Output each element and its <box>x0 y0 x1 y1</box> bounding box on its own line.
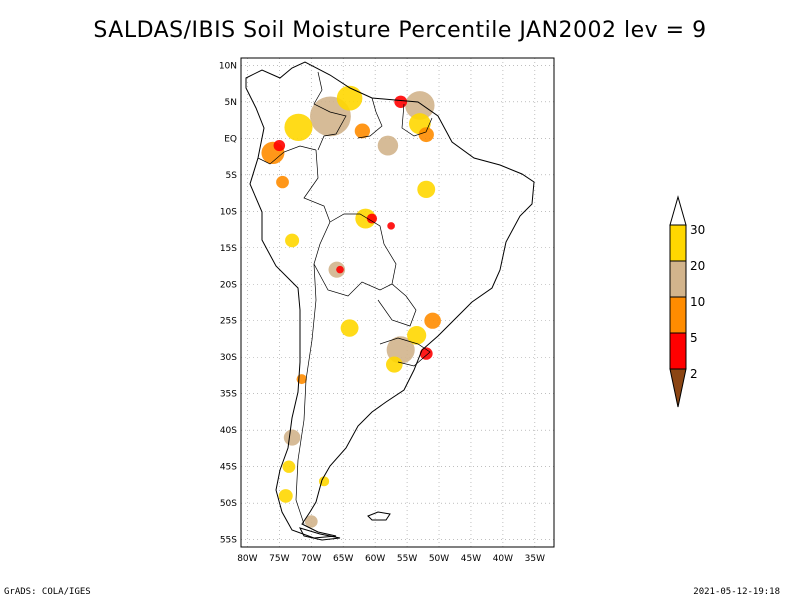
colorbar-segment-2-5 <box>669 332 687 370</box>
percentile-patch-2-5 <box>419 347 433 360</box>
percentile-patch-10-20 <box>304 515 318 528</box>
lat-tick-label: 10S <box>220 207 237 217</box>
falkland-islands <box>367 511 391 521</box>
border-colombia-venezuela <box>313 71 347 151</box>
percentile-patch-5-10 <box>418 127 434 143</box>
border-guianas <box>401 103 433 137</box>
lat-tick-label: 5S <box>226 171 238 181</box>
percentile-patch-10-20 <box>377 135 399 156</box>
percentile-patch-20-30 <box>282 460 296 473</box>
colorbar-bottom-arrow <box>669 368 687 408</box>
border-paraguay <box>377 283 417 327</box>
percentile-patch-5-10 <box>296 374 307 385</box>
colorbar-top-arrow <box>669 195 687 226</box>
percentile-patch-20-30 <box>417 180 436 199</box>
lon-tick-label: 35W <box>525 554 545 564</box>
colorbar: 30 20 10 5 2 <box>669 195 705 408</box>
lon-tick-label: 65W <box>333 554 353 564</box>
south-america-coastline <box>245 61 535 539</box>
percentile-patch-20-30 <box>386 356 403 373</box>
colorbar-segment-5-10 <box>669 296 687 334</box>
percentile-patch-2-5 <box>366 213 378 224</box>
colorbar-segment-20-30 <box>669 224 687 262</box>
lat-tick-label: 45S <box>220 463 237 473</box>
lat-tick-label: 25S <box>220 317 237 327</box>
border-ecuador-peru <box>257 145 317 165</box>
lat-tick-label: 50S <box>220 499 237 509</box>
lat-tick-label: 5N <box>225 98 237 108</box>
lon-tick-label: 50W <box>429 554 449 564</box>
percentile-patch-20-30 <box>355 208 376 229</box>
percentile-patch-5-10 <box>276 175 289 189</box>
colorbar-label: 10 <box>690 295 705 309</box>
country-borders <box>257 71 433 525</box>
border-chile-argentina <box>295 263 317 525</box>
percentile-patch-20-30 <box>284 113 313 141</box>
percentile-patch-20-30 <box>340 319 359 337</box>
lat-tick-label: 10N <box>219 61 237 71</box>
lon-tick-label: 70W <box>301 554 321 564</box>
lon-tick-label: 80W <box>237 554 257 564</box>
colorbar-segment-10-20 <box>669 260 687 298</box>
percentile-patch-10-20 <box>405 91 435 120</box>
tierra-del-fuego <box>299 527 341 541</box>
percentile-patch-20-30 <box>285 233 300 248</box>
lat-tick-label: 35S <box>220 390 237 400</box>
lat-tick-label: EQ <box>224 134 237 144</box>
lat-tick-label: 40S <box>220 426 237 436</box>
lat-tick-label: 20S <box>220 280 237 290</box>
percentile-patch-20-30 <box>278 489 293 503</box>
lat-tick-label: 55S <box>220 536 237 546</box>
colorbar-label: 2 <box>690 367 698 381</box>
colorbar-label: 5 <box>690 331 698 345</box>
footer-credit: GrADS: COLA/IGES <box>4 587 91 597</box>
latitude-tick-labels: 10N 5N EQ 5S 10S 15S 20S 25S 30S 35S 40S 45S 50S 55S <box>219 61 237 545</box>
lon-tick-label: 45W <box>461 554 481 564</box>
percentile-patch-2-5 <box>273 139 286 152</box>
lon-tick-label: 75W <box>269 554 289 564</box>
border-bolivia <box>313 213 397 297</box>
percentile-patch-10-20 <box>283 429 301 446</box>
percentile-patch-2-5 <box>336 265 344 274</box>
map-frame <box>240 57 555 548</box>
colorbar-label: 30 <box>690 223 705 237</box>
colorbar-label: 20 <box>690 259 705 273</box>
footer-timestamp: 2021-05-12-19:18 <box>693 587 780 597</box>
percentile-patch-5-10 <box>354 123 371 139</box>
border-venezuela-guyana <box>357 97 383 139</box>
coastlines <box>245 61 535 541</box>
lon-tick-label: 60W <box>365 554 385 564</box>
percentile-patch-2-5 <box>387 222 395 230</box>
lon-tick-label: 40W <box>493 554 513 564</box>
percentile-patch-2-5 <box>394 95 408 108</box>
border-uruguay <box>379 337 431 367</box>
lat-tick-label: 30S <box>220 353 237 363</box>
plot-title: SALDAS/IBIS Soil Moisture Percentile JAN… <box>93 18 707 43</box>
longitude-tick-labels: 80W 75W 70W 65W 60W 55W 50W 45W 40W 35W <box>237 554 545 564</box>
percentile-patch-20-30 <box>407 326 427 345</box>
border-peru-brazil <box>303 149 331 223</box>
lon-tick-label: 55W <box>397 554 417 564</box>
percentile-patch-20-30 <box>318 476 330 487</box>
percentile-patch-5-10 <box>424 312 441 329</box>
percentile-patch-20-30 <box>336 85 363 111</box>
lat-tick-label: 15S <box>220 244 237 254</box>
